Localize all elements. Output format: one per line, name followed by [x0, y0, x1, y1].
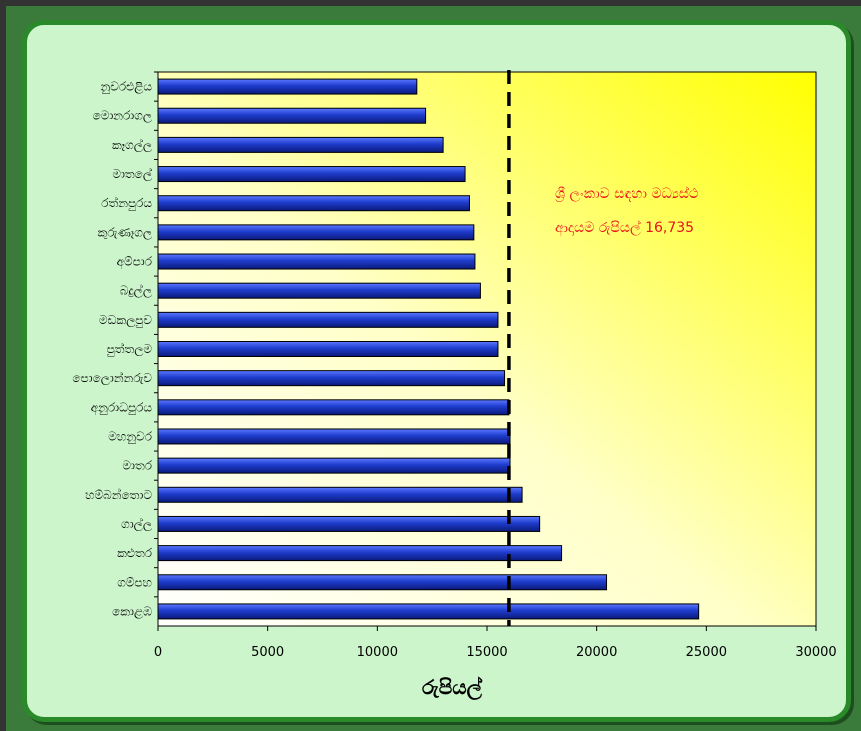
x-tick-label: 30000	[795, 645, 836, 660]
x-tick-label: 25000	[686, 645, 727, 660]
category-label: කළුතර	[117, 546, 153, 560]
bar	[157, 311, 499, 328]
bar	[157, 282, 481, 299]
bar	[157, 603, 700, 620]
category-label: මඩකලපුව	[99, 313, 153, 328]
category-label: හම්බන්තොට	[85, 488, 152, 502]
category-label: මාතලේ	[112, 167, 152, 182]
bar	[157, 224, 475, 241]
bar	[157, 515, 541, 532]
category-label: කෑගල්ල	[112, 138, 152, 153]
bar	[157, 341, 499, 357]
category-label: රත්නපුරය	[101, 196, 152, 211]
category-label: ගම්පහ	[117, 575, 152, 589]
category-label: අනුරාධපුරය	[91, 400, 153, 415]
bar	[157, 399, 510, 416]
bar	[157, 370, 506, 387]
category-label: මහනුවර	[108, 429, 152, 443]
category-label: අම්පාර	[117, 255, 153, 270]
bar	[157, 486, 523, 503]
x-tick-label: 20000	[576, 645, 617, 660]
category-label: මාතර	[122, 459, 152, 473]
bar	[157, 78, 418, 95]
bar	[157, 428, 511, 445]
x-axis-label: රුපියල්	[422, 675, 483, 701]
bar	[157, 107, 427, 124]
category-label: කොළඹ	[112, 604, 152, 619]
annotation-line-1: ශ්‍රී ලංකාව සඳහා මධ්‍යස්ථ	[555, 186, 698, 203]
bar	[157, 545, 563, 562]
bar	[157, 195, 470, 212]
bar	[157, 166, 466, 183]
x-tick-label: 0	[154, 645, 162, 660]
category-label: කුරුණෑගල	[98, 225, 152, 240]
bar	[157, 136, 444, 153]
category-label: මොනරාගල	[93, 109, 152, 124]
bar	[157, 253, 476, 270]
category-label: පුත්තලම	[107, 342, 153, 357]
bar	[157, 574, 608, 591]
category-label: ගාල්ල	[121, 517, 152, 532]
category-label: පොලොන්නරුව	[72, 371, 152, 386]
category-label: බදුල්ල	[120, 284, 152, 299]
x-tick-label: 10000	[357, 645, 398, 660]
annotation-line-2: ආදායම රුපියල් 16,735	[555, 220, 694, 237]
category-label: නුවරඑළිය	[100, 80, 152, 95]
x-tick-label: 5000	[251, 645, 284, 660]
bar	[157, 457, 511, 474]
x-tick-label: 15000	[466, 645, 507, 660]
